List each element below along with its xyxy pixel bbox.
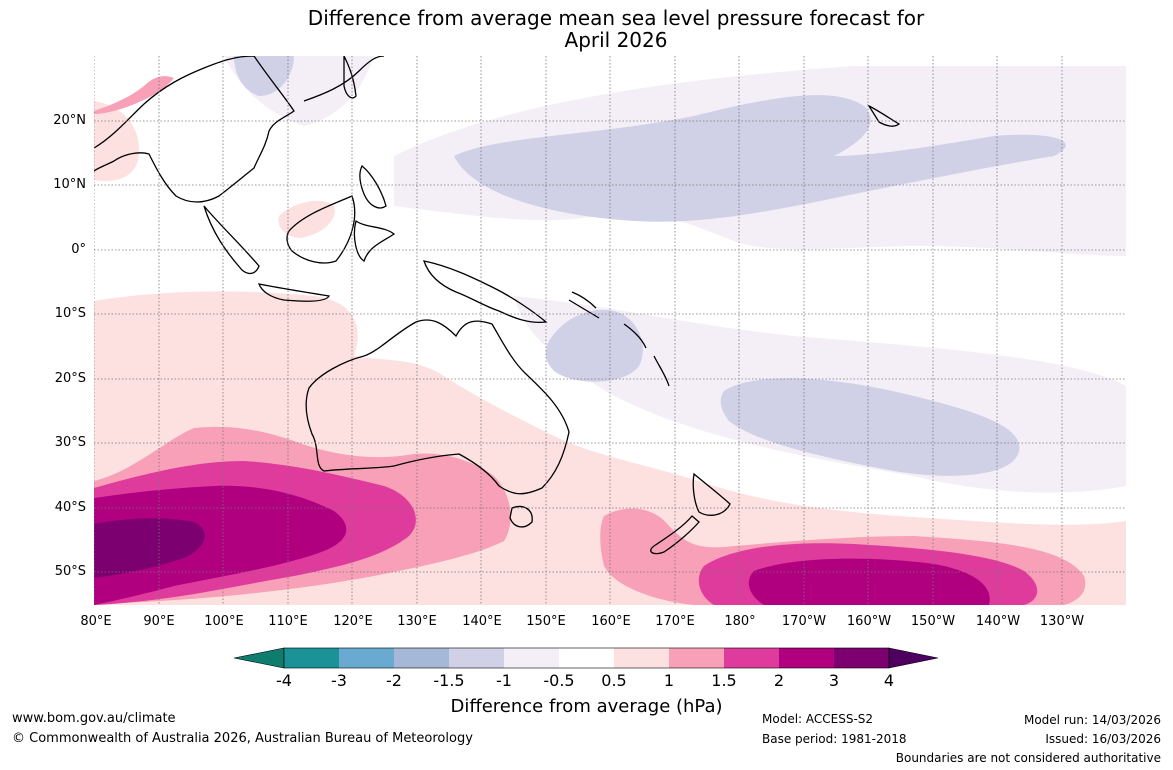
footer-issued: Issued: 16/03/2026 [1045, 732, 1161, 746]
colorbar-tick-1: 1 [663, 671, 675, 690]
colorbar-tick-minus-4: -4 [276, 671, 292, 690]
sumatra-coast [203, 205, 260, 275]
footer-copyright: © Commonwealth of Australia 2026, Austra… [12, 731, 473, 746]
colorbar-swatch-4-3 [284, 648, 339, 668]
lon-label-180: 180° [724, 614, 756, 629]
lon-label-110e: 110°E [268, 614, 308, 629]
anomaly-region-negative-north-pacific [454, 95, 1066, 222]
anomaly-region-negative-coral-sea [545, 309, 643, 382]
colorbar-swatch-0-5-1 [614, 648, 669, 668]
colorbar-swatch-1-5-1 [449, 648, 504, 668]
coastlines [94, 56, 901, 555]
lon-label-90e: 90°E [143, 614, 175, 629]
australia-coast [305, 319, 570, 495]
colorbar-tick-minus-3: -3 [331, 671, 347, 690]
lat-label-10s: 10°S [54, 306, 86, 321]
hawaii-coast [867, 104, 901, 127]
lat-label-50s: 50°S [54, 564, 86, 579]
footer-base-period: Base period: 1981-2018 [762, 732, 907, 746]
lat-label-20n: 20°N [53, 113, 86, 128]
japan-coast [343, 56, 357, 99]
footer-url[interactable]: www.bom.gov.au/climate [12, 711, 176, 726]
colorbar-swatch-gt-4 [888, 647, 939, 669]
colorbar-swatch-2-1-5 [394, 648, 449, 668]
colorbar-tick-2: 2 [773, 671, 785, 690]
colorbar-frame [283, 647, 890, 669]
pressure-anomaly-map [94, 56, 1126, 605]
chart-title-line2: April 2026 [564, 28, 668, 52]
lat-label-30s: 30°S [54, 435, 86, 450]
new-guinea-coast [423, 260, 548, 324]
new-zealand-south-coast [650, 515, 700, 555]
colorbar-tick-3: 3 [828, 671, 840, 690]
anomaly-region-positive-north-west [94, 76, 174, 114]
anomaly-region-positive-2-pacific [748, 558, 990, 605]
anomaly-region-positive-2-indian [94, 485, 347, 605]
lon-label-80e: 80°E [80, 614, 112, 629]
colorbar-tick-minus-0-5: -0.5 [543, 671, 575, 690]
lat-label-20s: 20°S [54, 371, 86, 386]
colorbar-swatch-1-1-5 [669, 648, 724, 668]
footer-model-run: Model run: 14/03/2026 [1023, 713, 1161, 727]
anomaly-region-positive-3-indian [94, 518, 205, 578]
lon-label-130e: 130°E [397, 614, 437, 629]
lon-label-100e: 100°E [204, 614, 244, 629]
lon-label-150w: 150°W [910, 614, 956, 629]
colorbar-tick-4: 4 [883, 671, 895, 690]
lon-label-130w: 130°W [1039, 614, 1085, 629]
gridlines [94, 56, 1126, 605]
lon-label-170w: 170°W [781, 614, 827, 629]
colorbar-tick-minus-2: -2 [386, 671, 402, 690]
lon-label-170e: 170°E [655, 614, 695, 629]
anomaly-region-negative-south-pacific [720, 378, 1020, 476]
colorbar-swatch-1-0-5 [504, 648, 559, 668]
footer-model: Model: ACCESS-S2 [762, 712, 874, 726]
colorbar-swatch-0-5-0-5 [559, 648, 614, 668]
new-zealand-north-coast [692, 472, 731, 516]
chart-title-line1: Difference from average mean sea level p… [307, 6, 925, 30]
colorbar-tick-minus-1-5: -1.5 [433, 671, 465, 690]
lat-label-10n: 10°N [53, 177, 86, 192]
footer-disclaimer: Boundaries are not considered authoritat… [895, 751, 1161, 765]
java-coast [257, 283, 330, 302]
colorbar-swatch-3-4 [834, 648, 889, 668]
colorbar-tick-1-5: 1.5 [711, 671, 737, 690]
colorbar [233, 647, 939, 669]
lon-label-140e: 140°E [462, 614, 502, 629]
colorbar-tick-0-5: 0.5 [601, 671, 627, 690]
colorbar-tick-minus-1: -1 [496, 671, 512, 690]
solomon-islands-coast [568, 291, 600, 319]
borneo-coast [286, 195, 356, 264]
sulawesi-coast [353, 219, 396, 262]
anomaly-region-negative-north-asia [234, 56, 294, 96]
lon-label-140w: 140°W [975, 614, 1021, 629]
lat-label-0: 0° [71, 242, 86, 257]
lon-label-120e: 120°E [333, 614, 373, 629]
colorbar-swatch-lt-4 [233, 647, 285, 669]
lat-label-40s: 40°S [54, 500, 86, 515]
vanuatu-new-caledonia-coast [623, 323, 670, 387]
colorbar-swatch-3-2 [339, 648, 394, 668]
asia-mainland-coast [94, 56, 385, 203]
lon-label-160e: 160°E [591, 614, 631, 629]
philippines-coast [359, 164, 387, 209]
lon-label-160w: 160°W [846, 614, 892, 629]
tasmania-coast [509, 505, 533, 528]
lon-label-150e: 150°E [526, 614, 566, 629]
colorbar-swatch-2-3 [779, 648, 834, 668]
colorbar-swatch-1-5-2 [724, 648, 779, 668]
colorbar-title: Difference from average (hPa) [450, 696, 723, 717]
